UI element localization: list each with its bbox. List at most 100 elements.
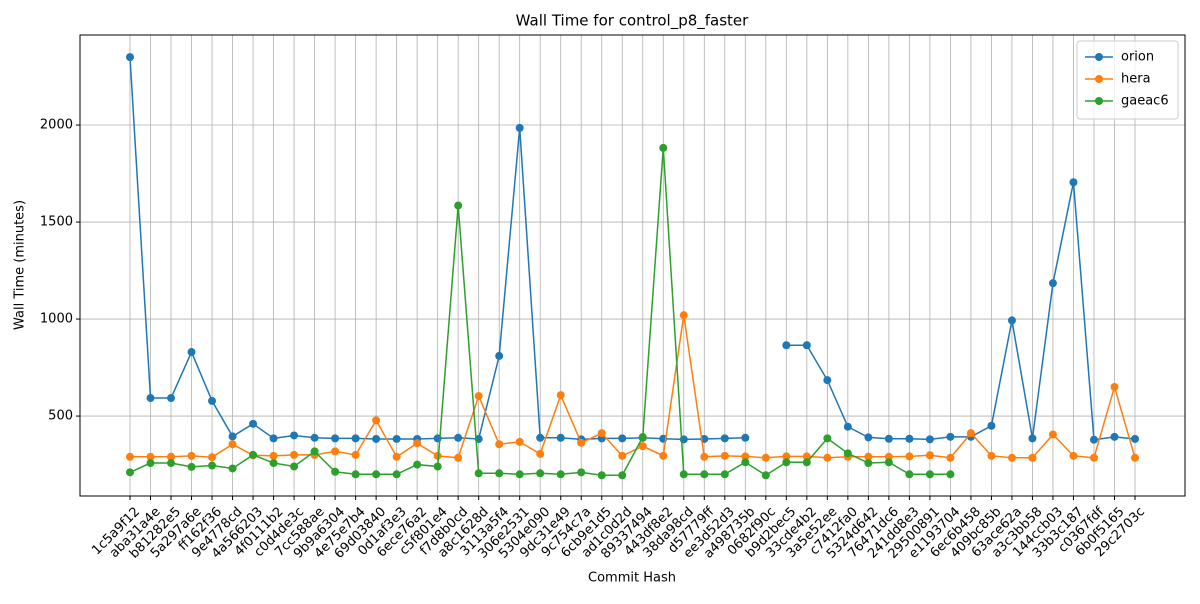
data-point: [433, 462, 442, 471]
data-point: [413, 460, 422, 469]
y-tick-label: 1500: [40, 215, 73, 230]
data-point: [495, 469, 504, 478]
data-point: [310, 433, 319, 442]
data-point: [782, 341, 791, 350]
data-point: [515, 437, 524, 446]
data-point: [515, 470, 524, 479]
plot-frame: [79, 34, 1186, 497]
data-point: [802, 341, 811, 350]
data-point: [556, 391, 565, 400]
legend-marker: [1095, 75, 1103, 83]
data-point: [392, 452, 401, 461]
data-point: [208, 461, 217, 470]
data-point: [925, 451, 934, 460]
data-point: [905, 434, 914, 443]
data-point: [802, 452, 811, 461]
data-point: [331, 467, 340, 476]
data-point: [761, 453, 770, 462]
data-point: [946, 453, 955, 462]
data-point: [290, 431, 299, 440]
data-point: [741, 458, 750, 467]
data-point: [1089, 435, 1098, 444]
x-axis-label: Commit Hash: [588, 571, 676, 586]
data-point: [392, 470, 401, 479]
chart-title: Wall Time for control_p8_faster: [516, 12, 749, 31]
data-point: [1131, 434, 1139, 443]
data-point: [618, 471, 627, 480]
data-point: [884, 434, 893, 443]
series-line: [130, 315, 1136, 459]
data-point: [638, 442, 647, 451]
data-point: [454, 453, 463, 462]
data-point: [126, 53, 134, 62]
data-point: [208, 396, 217, 405]
data-point: [167, 394, 176, 403]
data-point: [454, 201, 463, 210]
data-point: [1028, 453, 1037, 462]
data-point: [187, 462, 196, 471]
data-point: [700, 470, 709, 479]
data-point: [454, 433, 463, 442]
data-point: [269, 434, 278, 443]
data-point: [659, 451, 668, 460]
y-tick-label: 1000: [40, 312, 73, 327]
data-point: [741, 452, 750, 461]
data-point: [146, 452, 155, 461]
data-point: [372, 416, 381, 425]
data-point: [618, 451, 627, 460]
data-point: [638, 433, 647, 442]
data-point: [1028, 434, 1037, 443]
data-point: [905, 452, 914, 461]
data-point: [474, 392, 483, 401]
data-point: [351, 450, 360, 459]
data-point: [495, 440, 504, 449]
data-point: [741, 433, 750, 442]
data-point: [761, 471, 770, 480]
data-point: [269, 451, 278, 460]
data-point: [925, 470, 934, 479]
data-point: [987, 421, 996, 430]
data-point: [823, 376, 832, 385]
data-point: [536, 433, 545, 442]
legend-label: gaeac6: [1121, 94, 1169, 109]
data-point: [1048, 279, 1057, 288]
data-point: [474, 469, 483, 478]
data-point: [1007, 453, 1016, 462]
data-point: [228, 432, 237, 441]
data-point: [679, 470, 688, 479]
data-point: [864, 433, 873, 442]
data-point: [782, 458, 791, 467]
data-point: [249, 450, 258, 459]
data-point: [146, 394, 155, 403]
data-point: [946, 470, 955, 479]
legend-label: orion: [1121, 50, 1154, 65]
data-point: [700, 452, 709, 461]
data-point: [536, 469, 545, 478]
data-point: [1069, 451, 1078, 460]
data-point: [126, 468, 134, 477]
data-point: [208, 453, 217, 462]
series-line: [129, 57, 1136, 441]
data-point: [126, 452, 134, 461]
data-point: [823, 453, 832, 462]
data-point: [679, 311, 688, 320]
data-point: [146, 459, 155, 468]
data-point: [228, 440, 237, 449]
data-point: [310, 447, 319, 456]
data-point: [905, 470, 914, 479]
data-point: [1110, 382, 1119, 391]
legend-marker: [1095, 97, 1103, 105]
data-point: [802, 458, 811, 467]
data-point: [351, 434, 360, 443]
data-point: [372, 470, 381, 479]
data-point: [1131, 453, 1139, 462]
data-point: [167, 452, 176, 461]
data-point: [720, 434, 729, 443]
data-point: [1089, 453, 1098, 462]
data-point: [577, 468, 586, 477]
data-point: [597, 429, 606, 438]
legend-label: hera: [1121, 72, 1151, 87]
data-point: [1110, 432, 1119, 441]
data-point: [1007, 316, 1016, 325]
